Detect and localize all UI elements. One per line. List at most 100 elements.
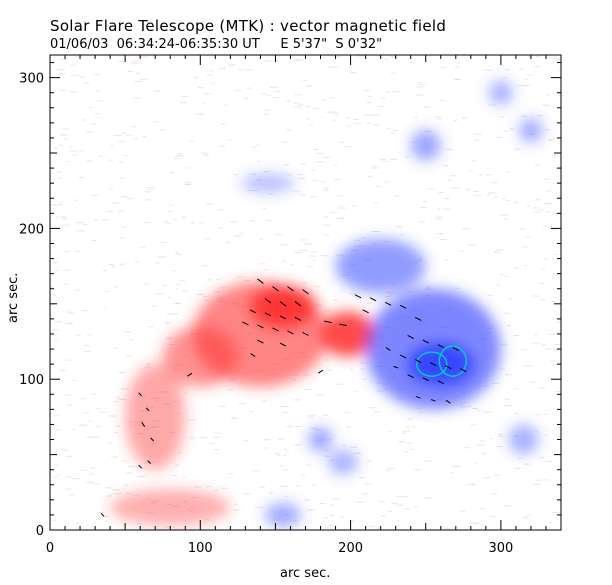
field-vector [287,286,294,292]
noise-speck [125,492,132,494]
field-vector [302,332,309,336]
noise-speck [377,105,385,107]
noise-speck [182,95,188,97]
x-tick-label: 200 [338,541,363,556]
noise-speck [60,370,66,372]
noise-speck [133,138,139,140]
noise-speck [486,194,491,196]
noise-speck [70,64,76,66]
noise-speck [116,425,120,427]
noise-speck [324,359,330,361]
noise-speck [545,460,553,462]
field-vector [415,396,421,399]
noise-speck [132,60,139,62]
noise-speck [166,223,171,225]
noise-speck [418,82,423,84]
noise-speck [80,469,88,471]
noise-speck [91,123,97,125]
noise-speck [385,296,390,298]
chart-title: Solar Flare Telescope (MTK) : vector mag… [50,17,447,35]
noise-speck [356,501,364,503]
noise-speck [86,334,92,336]
noise-speck [79,398,86,400]
noise-speck [113,493,122,495]
noise-speck [332,498,341,500]
noise-speck [535,55,541,57]
noise-speck [201,265,209,267]
noise-speck [460,250,465,252]
noise-speck [134,261,139,263]
noise-speck [540,457,545,459]
noise-speck [368,175,372,177]
noise-speck [486,174,492,176]
noise-speck [366,122,371,124]
noise-speck [62,224,70,226]
noise-speck [65,359,72,361]
noise-speck [153,90,160,92]
noise-speck [548,333,556,335]
noise-speck [314,286,321,288]
noise-speck [261,93,267,95]
noise-speck [410,61,415,63]
noise-speck [243,280,251,282]
noise-speck [454,78,459,80]
noise-speck [533,483,541,485]
noise-speck [274,90,281,92]
noise-speck [384,58,389,60]
noise-speck [166,337,172,339]
noise-speck [369,407,377,409]
noise-speck [413,506,418,508]
noise-speck [501,198,506,200]
noise-speck [532,295,539,297]
x-tick-label: 100 [188,541,213,556]
noise-speck [112,489,120,491]
contour-line [415,345,468,377]
field-vector [187,372,193,377]
field-vector [354,294,362,299]
noise-speck [256,144,260,146]
noise-speck [310,169,315,171]
noise-speck [451,187,460,189]
field-vector [100,513,105,517]
noise-speck [389,158,398,160]
noise-speck [491,382,500,384]
noise-speck [543,434,548,436]
noise-speck [229,221,238,223]
noise-speck [373,165,378,167]
noise-speck [553,212,559,214]
noise-speck [284,164,290,166]
noise-speck [472,160,476,162]
noise-speck [72,154,77,156]
noise-speck [444,198,450,200]
noise-speck [50,286,54,288]
noise-speck [496,284,501,286]
noise-speck [369,525,375,527]
noise-speck [204,238,211,240]
noise-speck [493,196,499,198]
noise-speck [276,455,282,457]
field-vector [279,301,287,307]
noise-speck [474,133,483,135]
noise-speck [69,322,74,324]
noise-speck [513,388,518,390]
field-vector [242,321,249,326]
x-axis-label: arc sec. [280,566,331,581]
noise-speck [227,139,232,141]
negative-polarity-region [240,174,295,193]
noise-speck [304,374,310,376]
noise-speck [541,104,550,106]
noise-speck [513,201,519,203]
noise-speck [543,413,549,415]
noise-speck [202,295,208,297]
noise-speck [121,196,129,198]
noise-speck [213,449,219,451]
noise-speck [195,113,203,115]
noise-speck [181,216,187,218]
noise-speck [282,455,287,457]
noise-speck [518,68,523,70]
noise-speck [62,128,69,130]
noise-speck [115,396,120,398]
noise-speck [189,140,194,142]
noise-speck [443,208,451,210]
noise-speck [534,479,543,481]
